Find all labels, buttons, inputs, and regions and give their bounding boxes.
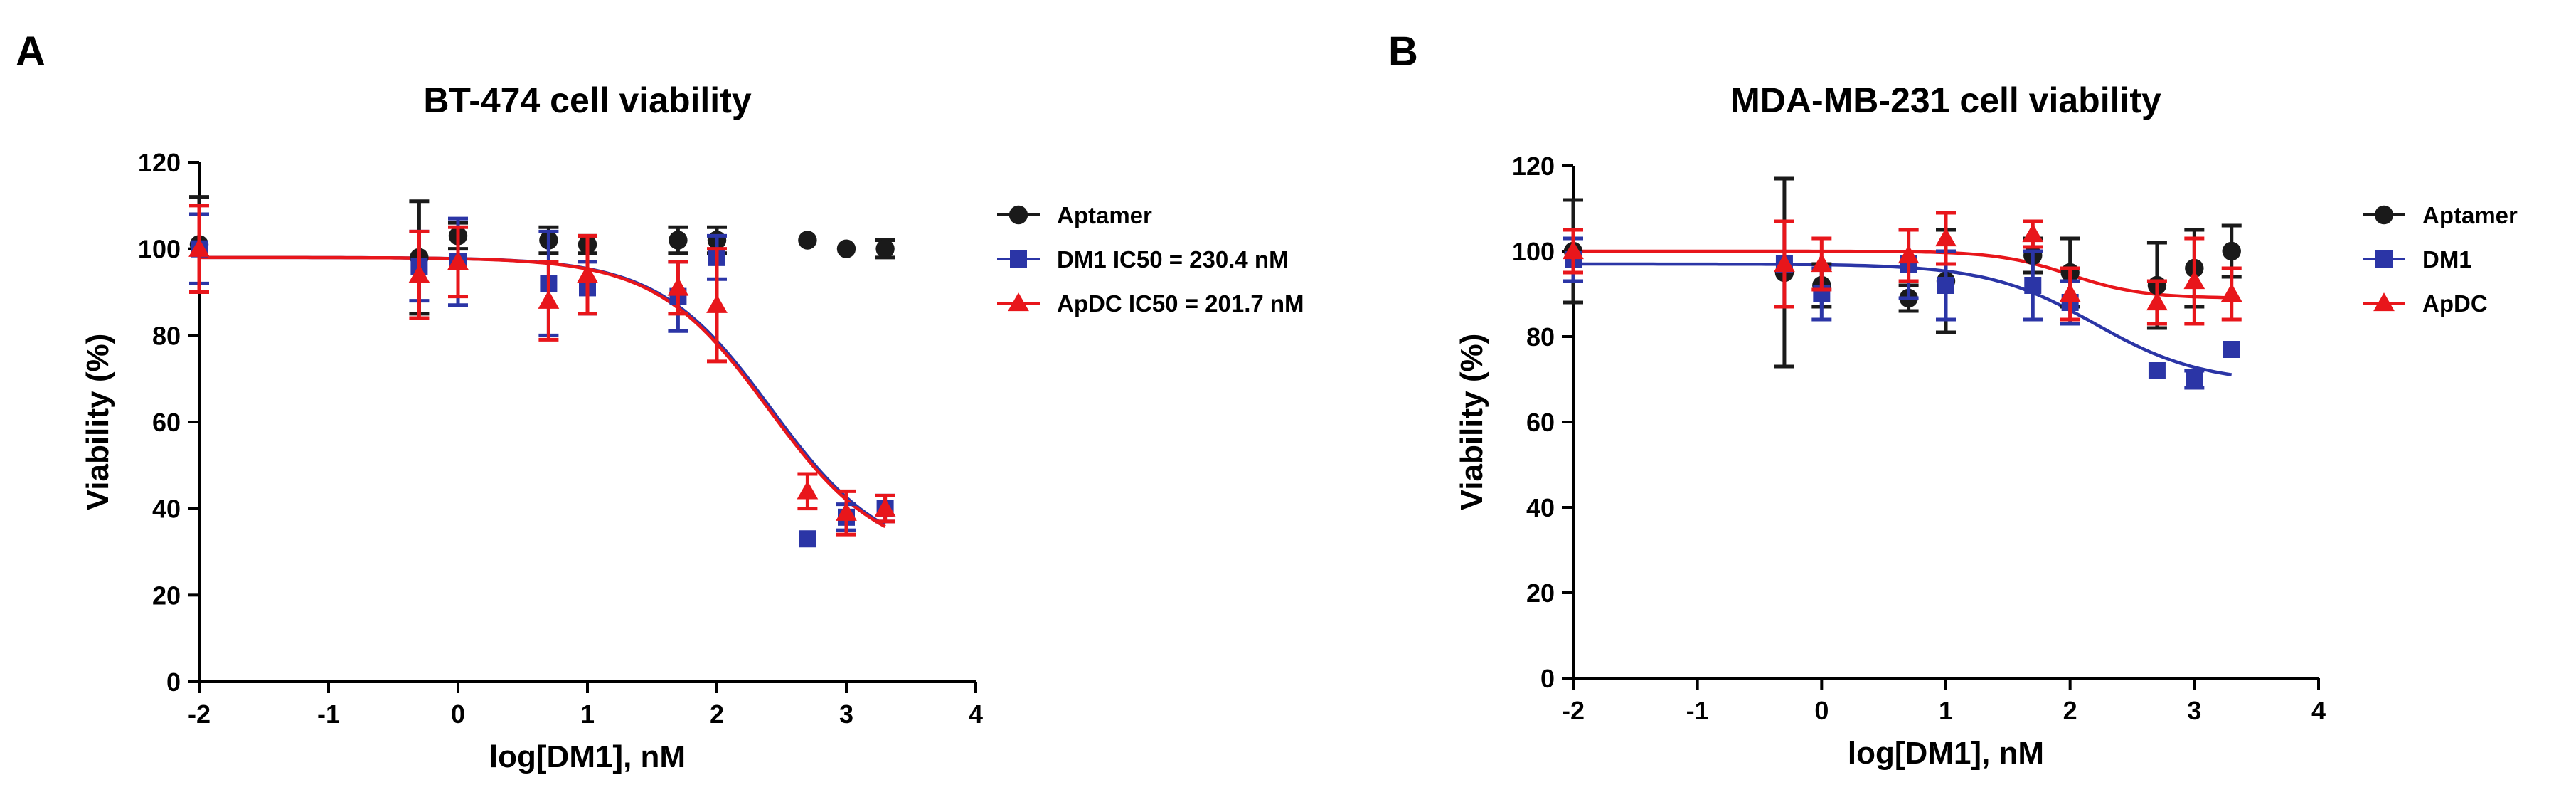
- x-tick-label: 2: [710, 700, 724, 729]
- fit-curve: [199, 255, 886, 529]
- y-tick-label: 0: [166, 667, 181, 697]
- x-tick-label: 2: [2063, 696, 2077, 725]
- data-point: [2148, 362, 2166, 379]
- data-point: [1937, 277, 1954, 294]
- legend-marker: [2375, 250, 2393, 268]
- x-tick-label: -2: [1562, 696, 1585, 725]
- data-point: [799, 530, 816, 548]
- x-tick-label: 4: [2311, 696, 2326, 725]
- panel-letter: B: [1388, 28, 1418, 75]
- data-point: [836, 502, 857, 521]
- y-axis-label: Viability (%): [1454, 334, 1489, 511]
- data-point: [798, 231, 817, 250]
- x-tick-label: 1: [1939, 696, 1953, 725]
- data-point: [836, 239, 856, 258]
- data-point: [2024, 277, 2042, 294]
- legend-label: ApDC: [2422, 290, 2488, 317]
- panel-a: ABT-474 cell viability020406080100120-2-…: [16, 28, 1304, 774]
- fit-curve: [198, 255, 886, 527]
- y-tick-label: 40: [1526, 493, 1555, 522]
- y-tick-label: 40: [152, 495, 181, 524]
- data-point: [2186, 371, 2203, 388]
- data-point: [1898, 245, 1920, 264]
- chart-title: BT-474 cell viability: [423, 80, 752, 120]
- data-point: [2183, 270, 2205, 290]
- legend-label: ApDC IC50 = 201.7 nM: [1057, 290, 1304, 317]
- x-tick-label: -2: [188, 700, 211, 729]
- y-tick-label: 100: [138, 235, 181, 264]
- x-tick-label: -1: [317, 700, 340, 729]
- legend-marker: [1010, 250, 1027, 268]
- legend-label: Aptamer: [2422, 202, 2518, 228]
- data-point: [2223, 341, 2240, 358]
- y-tick-label: 60: [1526, 408, 1555, 437]
- y-tick-label: 80: [1526, 322, 1555, 352]
- y-tick-label: 0: [1540, 664, 1555, 693]
- x-tick-label: 3: [2187, 696, 2201, 725]
- x-tick-label: 1: [580, 700, 595, 729]
- data-point: [1774, 253, 1795, 273]
- x-tick-label: 0: [451, 700, 465, 729]
- y-tick-label: 120: [1512, 152, 1555, 181]
- data-point: [706, 294, 728, 313]
- data-point: [188, 238, 210, 257]
- legend-marker: [1008, 292, 1029, 312]
- y-tick-label: 80: [152, 321, 181, 350]
- data-point: [2220, 283, 2242, 302]
- data-point: [1563, 241, 1584, 260]
- data-point: [577, 264, 598, 283]
- y-tick-label: 20: [1526, 579, 1555, 608]
- y-tick-label: 120: [138, 148, 181, 177]
- x-tick-label: -1: [1686, 696, 1709, 725]
- legend-marker: [1008, 205, 1028, 225]
- data-point: [2146, 292, 2168, 311]
- y-tick-label: 60: [152, 408, 181, 437]
- data-point: [408, 264, 430, 283]
- x-axis-label: log[DM1], nM: [489, 739, 686, 774]
- x-tick-label: 0: [1814, 696, 1829, 725]
- data-point: [669, 231, 688, 250]
- chart-title: MDA-MB-231 cell viability: [1730, 80, 2161, 120]
- data-point: [875, 239, 895, 258]
- legend-marker: [2373, 292, 2395, 312]
- data-point: [447, 251, 469, 270]
- y-tick-label: 100: [1512, 237, 1555, 266]
- x-tick-label: 4: [969, 700, 983, 729]
- legend-label: Aptamer: [1057, 202, 1152, 228]
- legend-label: DM1: [2422, 246, 2472, 273]
- y-tick-label: 20: [152, 581, 181, 610]
- fit-curve: [1573, 249, 2232, 300]
- panel-letter: A: [16, 28, 46, 75]
- legend-label: DM1 IC50 = 230.4 nM: [1057, 246, 1289, 273]
- data-point: [2222, 241, 2241, 261]
- y-axis-label: Viability (%): [80, 334, 115, 511]
- data-point: [1811, 253, 1833, 273]
- data-point: [797, 480, 819, 500]
- data-point: [667, 277, 689, 296]
- data-point: [538, 290, 560, 309]
- x-axis-label: log[DM1], nM: [1848, 736, 2044, 771]
- data-point: [2022, 223, 2044, 243]
- data-point: [2059, 283, 2081, 302]
- x-tick-label: 3: [839, 700, 853, 729]
- data-point: [874, 497, 896, 517]
- legend-marker: [2374, 205, 2394, 225]
- data-point: [1935, 228, 1957, 247]
